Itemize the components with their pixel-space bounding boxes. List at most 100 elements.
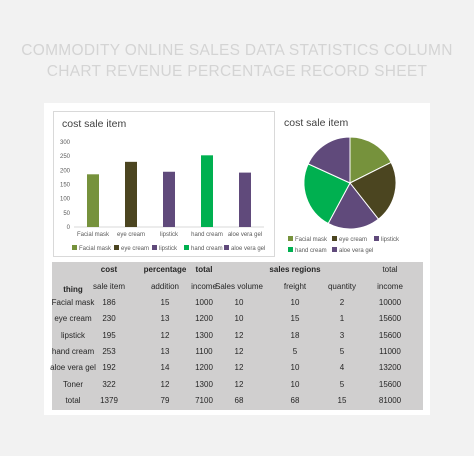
row-label: lipstick [60, 330, 86, 340]
pie-chart-card[interactable]: cost sale item Facial mask eye cream lipst… [278, 111, 422, 257]
table-cell: 1379 [100, 395, 118, 405]
header-percentage: percentage [143, 265, 187, 274]
legend-swatch [288, 236, 293, 241]
row-label: aloe vera gel [50, 363, 96, 373]
table-cell: 5 [339, 346, 345, 356]
page-title-line1: COMMODITY ONLINE SALES DATA STATISTICS C… [21, 42, 453, 59]
table-cell: 13 [160, 314, 170, 324]
bar-chart: 0 50 100 150 200 250 300 Facial mask eye cream li… [60, 140, 265, 252]
header-quantity: quantity [327, 282, 357, 291]
header-total: total [195, 265, 213, 274]
legend-label: eye cream [121, 246, 149, 252]
y-tick-label: 200 [60, 168, 71, 174]
table-cell: 195 [102, 330, 116, 340]
table-cell: 10 [234, 314, 244, 324]
pie-chart: Facial mask eye cream lipstick hand cream al… [288, 136, 400, 254]
x-tick-label: hand cream [191, 232, 223, 238]
header-income-2: income [377, 282, 403, 291]
table-cell: 14 [160, 363, 170, 373]
table-cell: 192 [102, 363, 116, 373]
bar-3 [201, 155, 213, 227]
header-income: income [191, 282, 217, 291]
header-freight: freight [283, 282, 307, 291]
table-cell: 3 [339, 330, 345, 340]
table-cell: 13 [160, 346, 170, 356]
page-title: COMMODITY ONLINE SALES DATA STATISTICS C… [0, 40, 474, 82]
header-addition: addition [150, 282, 180, 291]
pie-slice-0 [349, 136, 392, 184]
table-cell: 1200 [195, 363, 213, 373]
table-cell: 12 [160, 379, 170, 389]
y-tick-label: 50 [63, 211, 70, 217]
bar-1 [125, 161, 137, 227]
table-cell: 12 [234, 363, 244, 373]
table-cell: 79 [160, 395, 170, 405]
y-tick-label: 100 [60, 197, 71, 203]
legend-label: lipstick [159, 246, 178, 252]
table-cell: 15 [337, 395, 347, 405]
table-cell: 10 [234, 298, 244, 307]
header-sales-regions: sales regions [269, 265, 321, 274]
table-cell: 81000 [378, 395, 402, 405]
legend-label: Facial mask [295, 237, 328, 243]
x-tick-label: lipstick [160, 232, 179, 238]
page-title-line2: CHART REVENUE PERCENTAGE RECORD SHEET [46, 63, 428, 80]
y-tick-label: 300 [60, 140, 71, 146]
x-tick-label: aloe vera gel [228, 232, 262, 238]
table-cell: 1300 [195, 379, 213, 389]
header-total-2: total [382, 265, 398, 274]
y-tick-label: 150 [60, 183, 71, 189]
legend-swatch [332, 236, 337, 241]
legend-label: aloe vera gel [339, 248, 373, 254]
header-sales-volume: Sales volume [214, 282, 264, 291]
legend-swatch [332, 247, 337, 252]
legend-swatch [374, 236, 379, 241]
legend-label: lipstick [381, 237, 400, 243]
pie-slice-4 [307, 136, 351, 184]
table-cell: 1 [339, 314, 345, 324]
x-tick-label: eye cream [117, 232, 145, 238]
table-cell: 10 [290, 363, 300, 373]
pie-slice-2 [327, 182, 380, 230]
table-cell: 1200 [195, 314, 213, 324]
table-cell: 186 [102, 298, 116, 307]
pie-slice-3 [303, 163, 351, 225]
table-cell: 10 [290, 379, 300, 389]
legend-label: eye cream [339, 237, 367, 243]
table-cell: 15600 [378, 314, 402, 324]
bar-0 [87, 174, 99, 227]
table-cell: 1100 [195, 346, 213, 356]
row-label: Facial mask [51, 298, 95, 307]
row-label: eye cream [54, 314, 92, 324]
table-cell: 15600 [378, 330, 402, 340]
pie-slice-1 [349, 161, 397, 220]
table-cell: 18 [290, 330, 300, 340]
data-table: cost percentage total sales regions total thi… [50, 262, 423, 410]
table-cell: 68 [234, 395, 244, 405]
pie-chart-title: cost sale item [284, 117, 349, 129]
table-cell: 12 [234, 346, 244, 356]
y-tick-label: 250 [60, 154, 71, 160]
table-cell: 15 [160, 298, 170, 307]
table-cell: 322 [102, 379, 116, 389]
table-cell: 5 [339, 379, 345, 389]
table-cell: 7100 [195, 395, 213, 405]
bar-chart-title: cost sale item [62, 118, 127, 130]
legend-swatch [224, 245, 229, 250]
table-cell: 13200 [378, 363, 402, 373]
row-label: hand cream [51, 346, 95, 356]
bar-2 [163, 171, 175, 227]
legend-label: Facial mask [79, 246, 112, 252]
table-cell: 253 [102, 346, 116, 356]
table-cell: 68 [290, 395, 300, 405]
row-label: total [65, 395, 81, 405]
table-cell: 5 [292, 346, 298, 356]
legend-swatch [184, 245, 189, 250]
legend-swatch [152, 245, 157, 250]
table-cell: 1300 [195, 330, 213, 340]
table-cell: 11000 [379, 346, 401, 356]
table-cell: 2 [339, 298, 345, 307]
legend-swatch [114, 245, 119, 250]
bar-chart-card[interactable]: cost sale item 0 50 100 150 200 250 300 Facial … [53, 111, 275, 257]
table-cell: 230 [102, 314, 116, 324]
